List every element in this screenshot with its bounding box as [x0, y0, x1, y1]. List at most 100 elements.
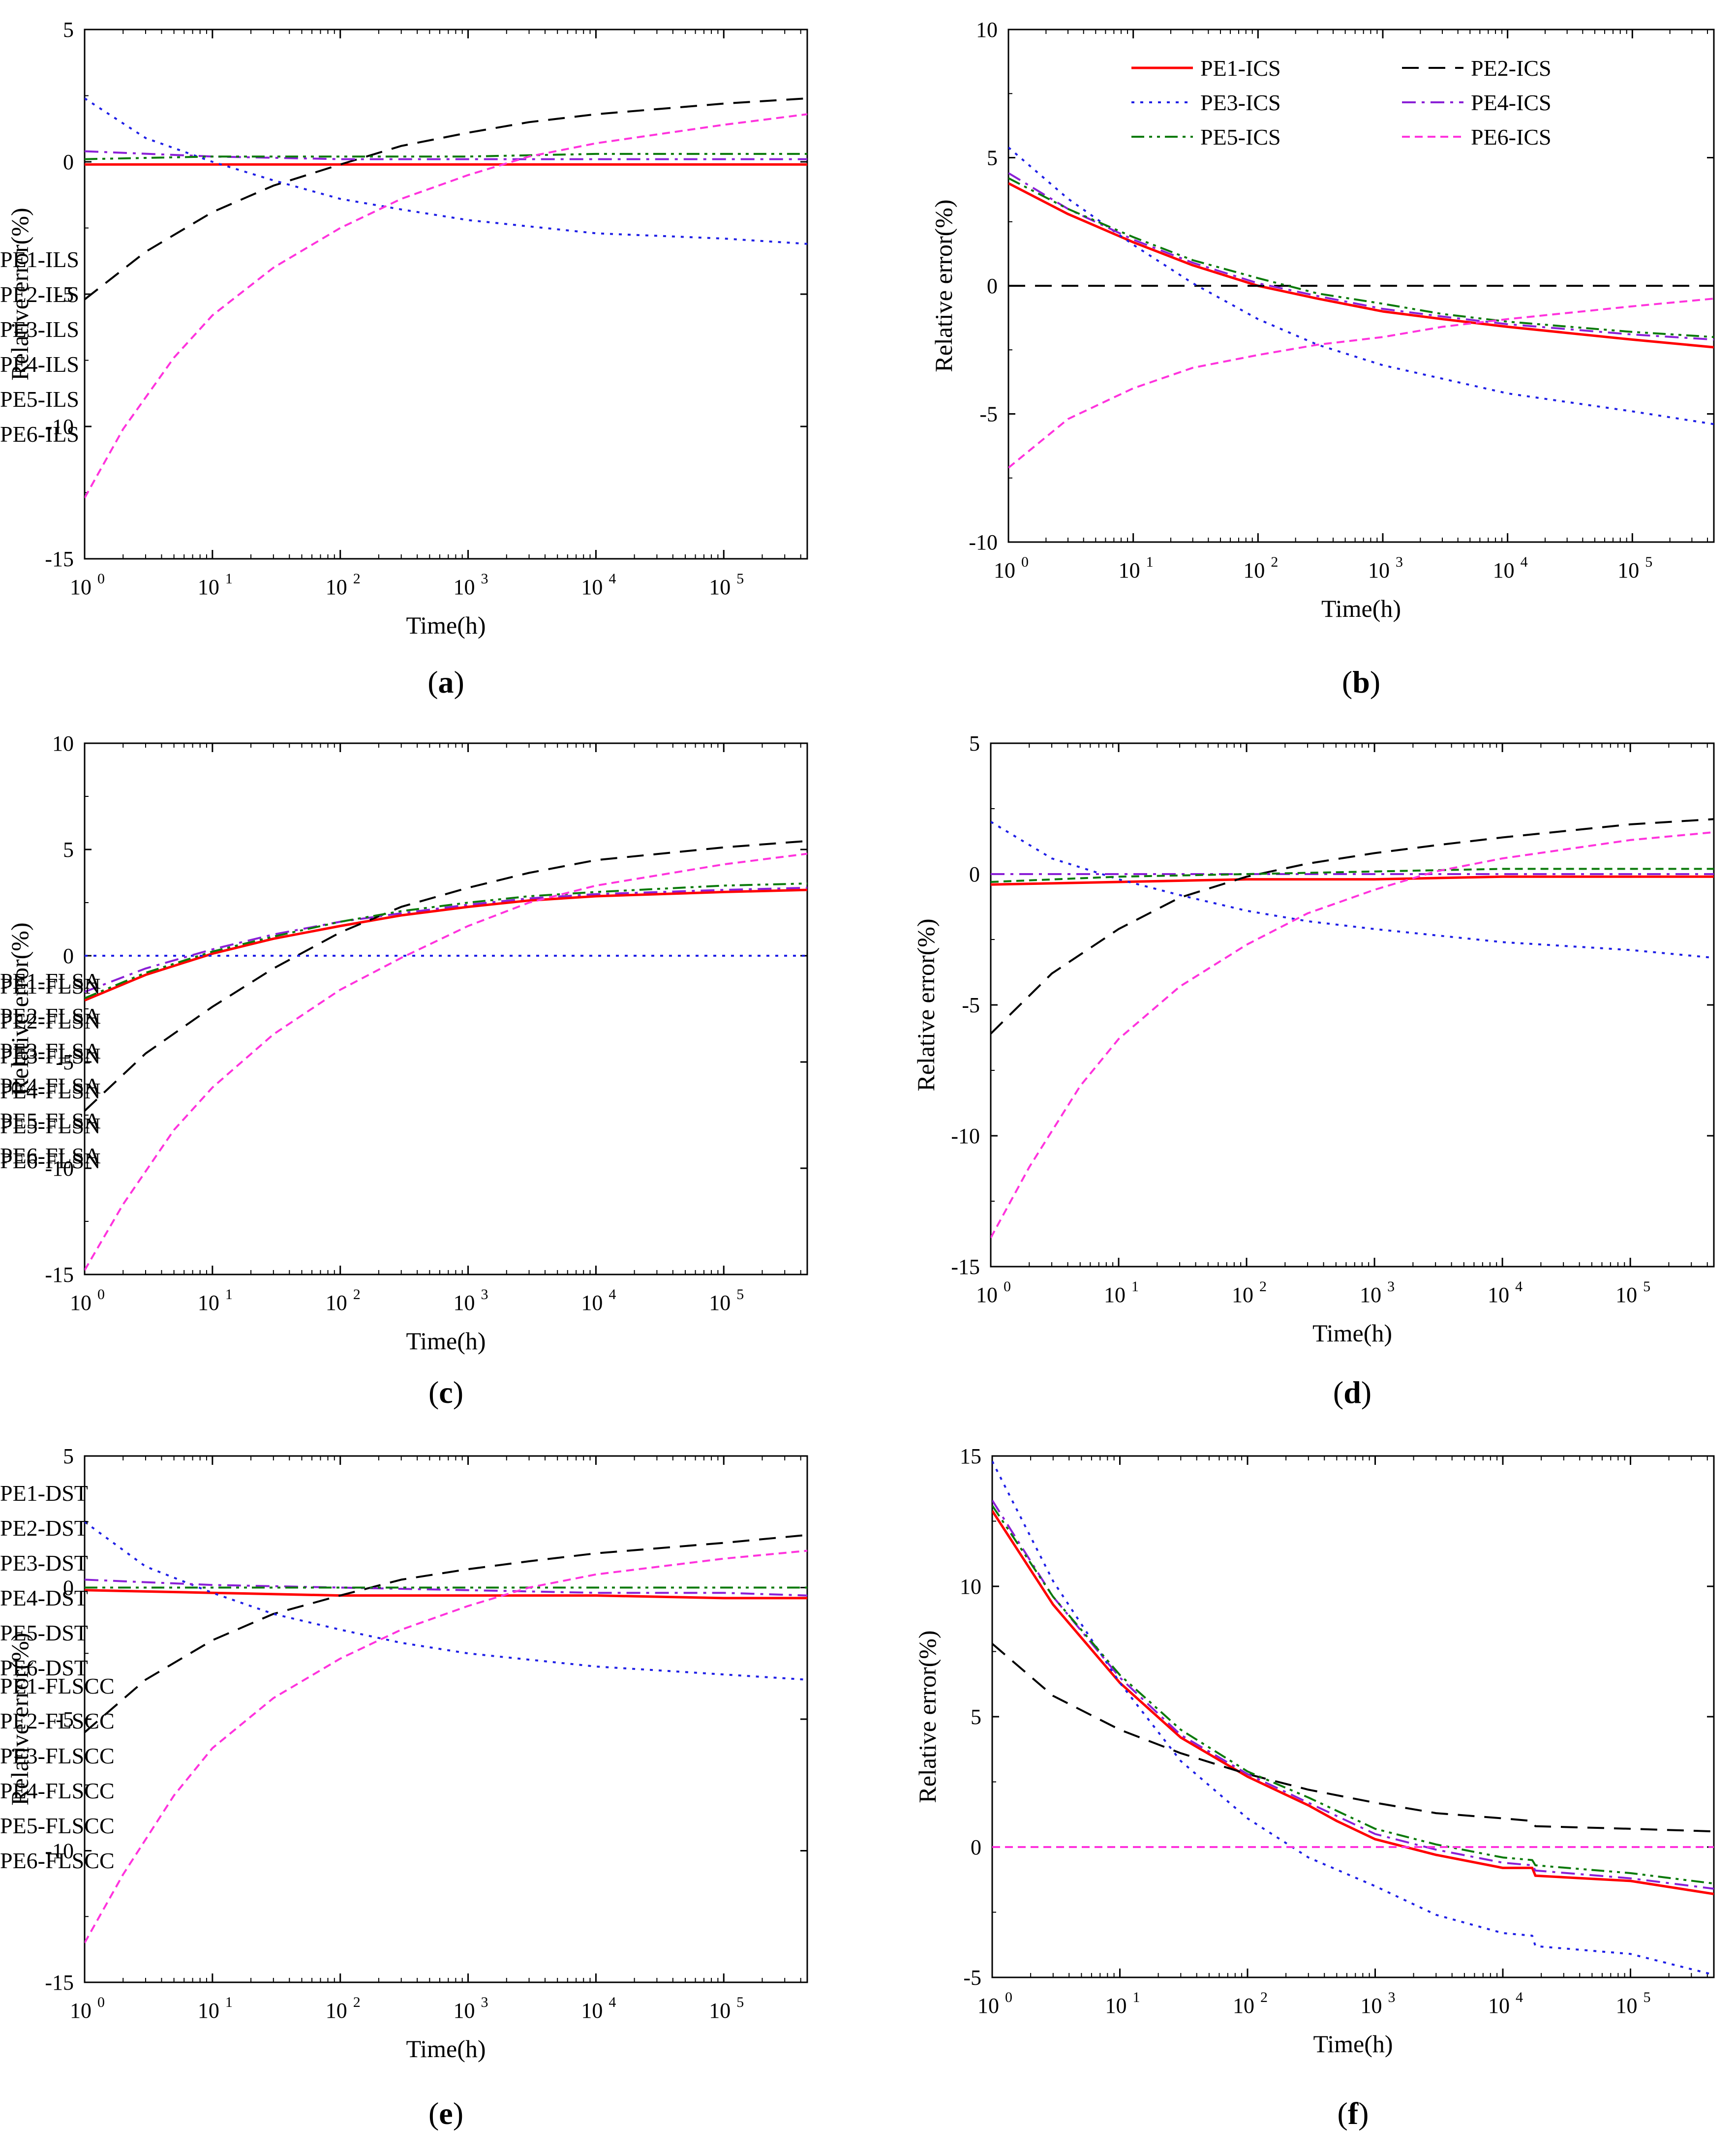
y-axis-title: Relative error(%) [930, 199, 957, 372]
x-tick-label: 10 [1615, 1994, 1637, 2018]
plot-frame [84, 1455, 808, 1983]
x-tick-label: 10 [1617, 558, 1639, 582]
y-tick-label: 5 [969, 731, 980, 756]
series-line-pe1-dst [992, 1510, 1714, 1895]
legend-label: PE6-ICS [1471, 124, 1552, 150]
y-tick-label: -15 [45, 1971, 74, 1995]
series-line-pe1-flsa [991, 875, 1714, 886]
y-tick-label: 10 [976, 18, 998, 42]
x-tick-label: 10 [709, 1999, 731, 2023]
x-tick-exponent: 0 [1005, 1989, 1012, 2005]
x-tick-exponent: 1 [1131, 1278, 1139, 1295]
x-tick-label: 10 [976, 1283, 998, 1307]
x-tick-exponent: 4 [1516, 1989, 1523, 2005]
x-tick-label: 10 [1493, 558, 1515, 582]
x-tick-label: 10 [581, 575, 603, 599]
x-tick-label: 10 [581, 1999, 603, 2023]
y-tick-label: -10 [45, 1839, 74, 1863]
x-tick-exponent: 2 [353, 1994, 361, 2010]
legend-label: PE3-ICS [1200, 90, 1281, 115]
legend-label: PE4-DST [0, 1585, 88, 1610]
series-line-pe2-dst [992, 1643, 1714, 1833]
legend-label: PE2-FLSN [0, 1008, 100, 1033]
chart-panel-c: 10 5 0 -5 -10 -15 10 0 10 1 10 2 10 3 10 4 10 5 Time(h) Rel… [0, 731, 808, 1410]
legend-label: PE3-FLSN [0, 1043, 100, 1068]
x-tick-label: 10 [1615, 1283, 1637, 1307]
legend-label: PE2-FLSA [0, 1003, 100, 1029]
series-line-pe2-flsa [991, 818, 1714, 1034]
x-tick-exponent: 2 [1259, 1278, 1267, 1295]
y-tick-label: 0 [971, 1835, 981, 1859]
x-tick-exponent: 1 [1132, 1989, 1140, 2005]
x-tick-label: 10 [326, 575, 347, 599]
legend-label: PE2-ILS [0, 282, 79, 307]
legend-label: PE1-DST [0, 1481, 88, 1506]
y-tick-label: -10 [969, 530, 998, 554]
legend-label: PE5-FLSN [0, 1113, 100, 1138]
y-tick-label: -10 [951, 1124, 980, 1148]
y-axis-title: Relative error(%) [6, 208, 33, 380]
y-tick-label: 0 [63, 944, 74, 968]
x-tick-exponent: 2 [353, 571, 361, 587]
y-tick-label: -5 [962, 993, 980, 1017]
legend: PE1-FLSCC PE2-FLSCC PE3-FLSCC PE4-FLSCC PE5-… [0, 1673, 115, 1873]
plot-frame [84, 742, 808, 1275]
y-axis-title: Relative error(%) [912, 918, 940, 1091]
legend-label: PE3-FLSA [0, 1038, 100, 1063]
y-tick-label: 5 [63, 838, 74, 862]
x-tick-label: 10 [994, 558, 1015, 582]
y-tick-label: -10 [45, 1156, 74, 1181]
y-tick-label: 0 [63, 150, 74, 174]
x-tick-exponent: 5 [736, 571, 744, 587]
panel-label: (c) [428, 1375, 463, 1410]
x-tick-label: 10 [1488, 1994, 1510, 2018]
x-tick-exponent: 1 [225, 1994, 233, 2010]
x-tick-label: 10 [1368, 558, 1390, 582]
legend: PE1-DST PE2-DST PE3-DST PE4-DST PE5-DST PE6-D… [0, 1481, 88, 1680]
x-axis-title: Time(h) [406, 611, 486, 639]
panel-label: (a) [427, 665, 464, 699]
y-tick-label: 0 [969, 862, 980, 886]
x-tick-label: 10 [1488, 1283, 1509, 1307]
x-tick-exponent: 3 [1388, 1989, 1395, 2005]
plot-frame [84, 29, 808, 560]
x-tick-exponent: 2 [1260, 1989, 1268, 2005]
chart-panel-b: 10 5 0 -5 -10 10 0 10 1 10 2 10 3 10 4 10 5 Time(h) Relati… [930, 18, 1715, 699]
x-tick-exponent: 0 [97, 1994, 105, 2010]
plot-frame [990, 742, 1715, 1268]
series-line-pe4-flsn [85, 886, 807, 993]
series-line-pe2-flscc [85, 1534, 807, 1733]
y-tick-label: -5 [56, 1707, 74, 1731]
x-tick-label: 10 [1360, 1283, 1381, 1307]
series-line-pe6-flsa [991, 831, 1714, 1239]
x-tick-label: 10 [1232, 1283, 1253, 1307]
x-tick-label: 10 [1243, 558, 1265, 582]
x-tick-exponent: 5 [1643, 1278, 1650, 1295]
x-tick-exponent: 3 [1396, 554, 1403, 570]
x-tick-exponent: 4 [609, 1286, 616, 1303]
x-tick-exponent: 0 [97, 571, 105, 587]
legend-label: PE5-ICS [1200, 124, 1281, 150]
x-tick-label: 10 [454, 1999, 475, 2023]
y-tick-label: 5 [971, 1705, 981, 1729]
series-line-pe5-ics [1008, 177, 1714, 338]
x-tick-exponent: 4 [1521, 554, 1528, 570]
y-tick-label: -5 [56, 282, 74, 306]
x-tick-label: 10 [977, 1994, 999, 2018]
x-axis-title: Time(h) [406, 1327, 486, 1355]
x-tick-label: 10 [198, 1999, 219, 2023]
legend: PE1-FLSN PE2-FLSN PE3-FLSN PE4-FLSN PE5-FLSN… [0, 973, 100, 1173]
x-tick-label: 10 [198, 575, 219, 599]
y-axis-title: Relative error(%) [6, 1633, 33, 1805]
x-tick-exponent: 4 [609, 1994, 616, 2010]
y-tick-label: -10 [45, 415, 74, 439]
legend-label: PE4-ILS [0, 352, 79, 377]
y-tick-label: -15 [45, 547, 74, 571]
legend-label: PE2-FLSCC [0, 1708, 115, 1733]
x-tick-exponent: 2 [353, 1286, 361, 1303]
legend-label: PE1-FLSCC [0, 1673, 115, 1698]
series-line-pe6-flsn [85, 852, 807, 1271]
y-tick-label: 5 [987, 146, 998, 170]
